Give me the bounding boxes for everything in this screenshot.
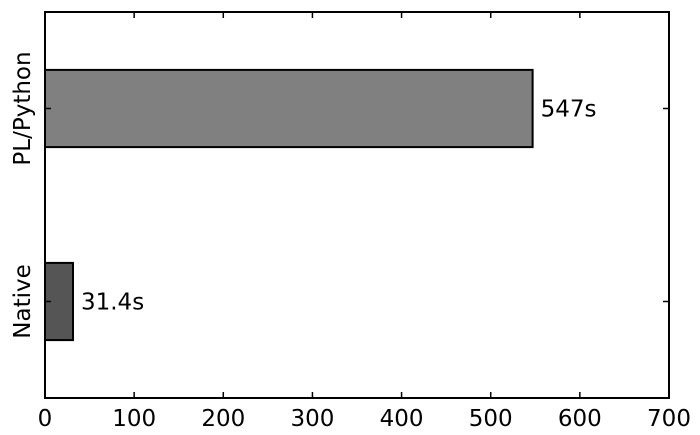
data-label: 31.4s [81, 290, 144, 316]
x-tick-label: 400 [380, 406, 424, 430]
bar-pl-python [44, 68, 534, 149]
x-tick-label: 600 [558, 406, 602, 430]
category-label: Native [10, 264, 36, 338]
bars-layer [44, 68, 534, 342]
x-tick-label: 700 [647, 406, 691, 430]
plot-area-frame [44, 11, 670, 399]
category-label: PL/Python [10, 51, 36, 165]
x-tick-label: 100 [112, 406, 156, 430]
x-tick-label: 300 [290, 406, 334, 430]
ticks-layer [44, 12, 670, 398]
labels-layer: PL/Python 547s Native 31.4s 0 100 200 300 400 500… [10, 51, 691, 432]
x-tick-label: 0 [38, 406, 53, 430]
x-tick-label: 200 [201, 406, 245, 430]
data-label: 547s [541, 97, 597, 123]
x-tick-label: 500 [469, 406, 513, 430]
